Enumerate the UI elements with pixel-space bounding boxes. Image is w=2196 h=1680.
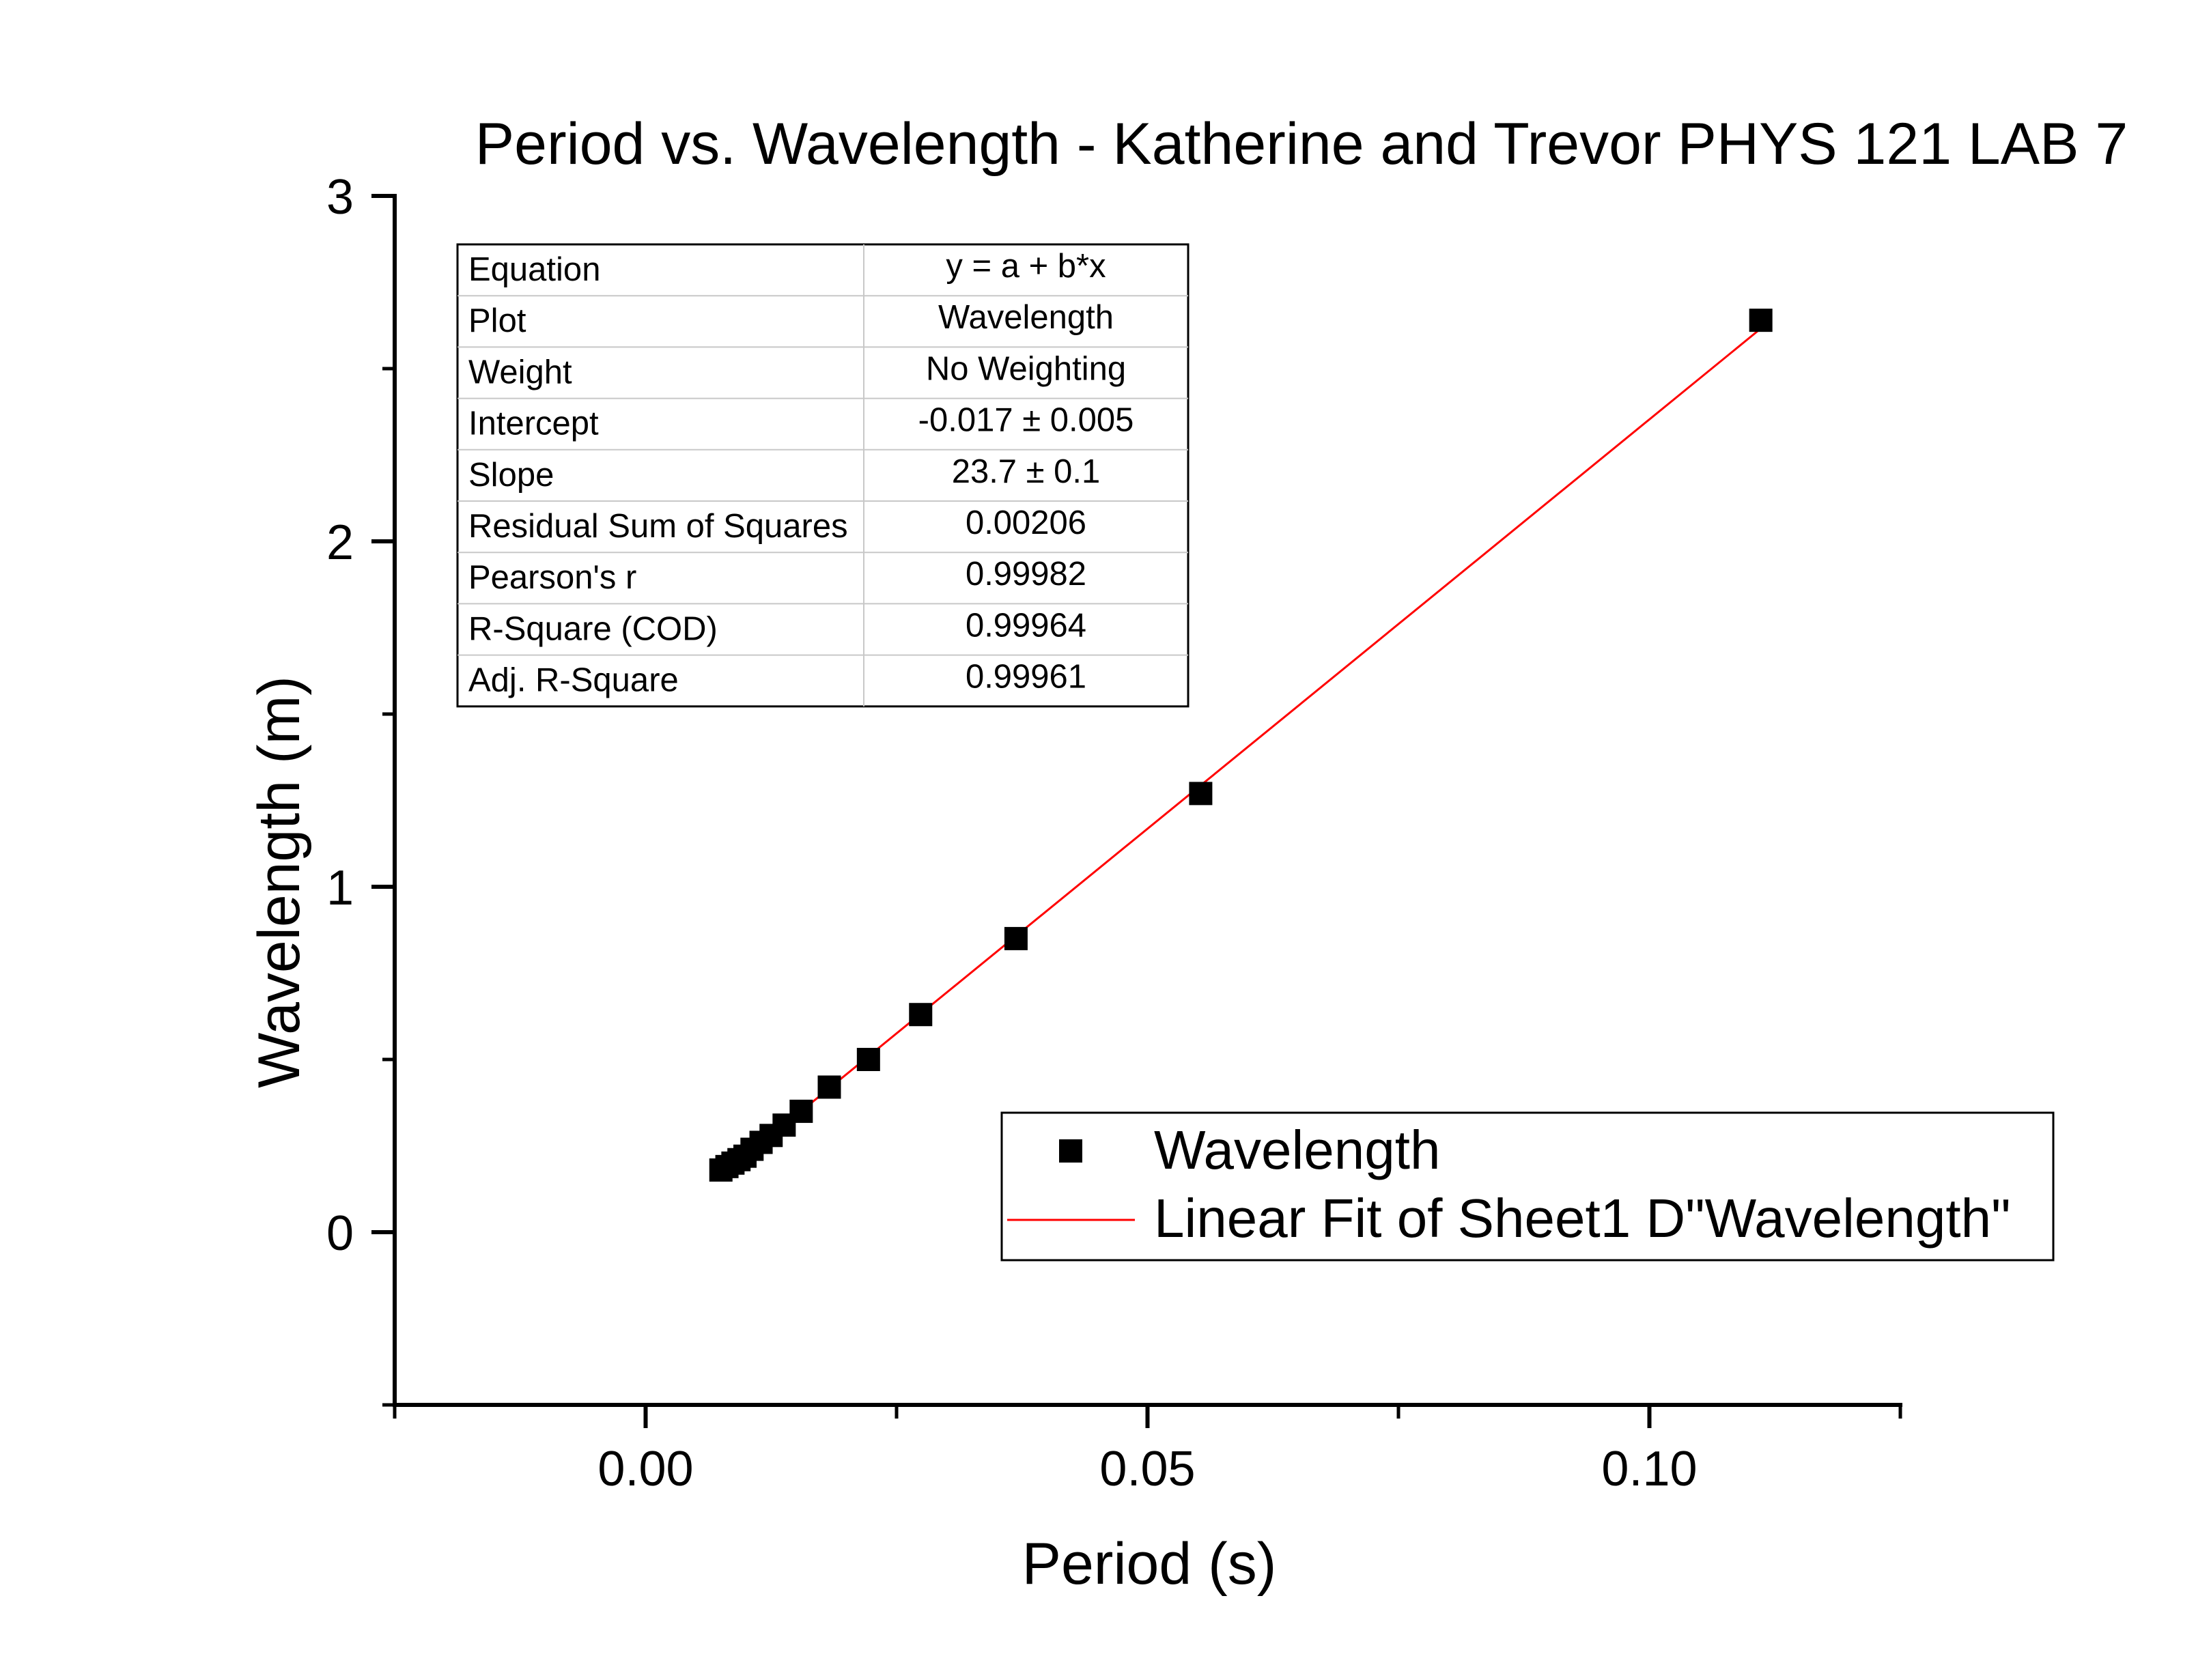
y-tick-label: 2 <box>326 515 354 570</box>
table-label-cell: Plot <box>468 302 526 339</box>
table-value-cell: 23.7 ± 0.1 <box>952 453 1101 490</box>
legend-label: Linear Fit of Sheet1 D"Wavelength" <box>1154 1188 2011 1249</box>
legend-frame <box>1000 1111 2055 1262</box>
axes: 0 1 2 3 0.00 0.05 0.10 <box>326 170 1902 1496</box>
x-tick-label: 0.00 <box>597 1442 693 1496</box>
table-value-cell: Wavelength <box>938 299 1114 336</box>
table-label-cell: Pearson's r <box>468 559 636 596</box>
table-value-cell: 0.99982 <box>966 556 1086 593</box>
legend-marker-wavelength <box>1059 1139 1082 1163</box>
data-point <box>789 1099 813 1123</box>
x-tick-label: 0.05 <box>1099 1442 1195 1496</box>
table-value-cell: No Weighting <box>926 350 1126 387</box>
legend: Wavelength Linear Fit of Sheet1 D"Wavelen… <box>1000 1111 2055 1262</box>
y-tick-label: 1 <box>326 861 354 915</box>
y-tick-label: 0 <box>326 1206 354 1261</box>
table-label-cell: Slope <box>468 457 554 494</box>
table-value-cell: 0.99964 <box>966 607 1086 644</box>
table-value-cell: 0.99961 <box>966 659 1086 696</box>
table-label-cell: Residual Sum of Squares <box>468 508 848 545</box>
data-point <box>1004 926 1028 950</box>
fit-statistics-table: Equation y = a + b*x Plot Wavelength Weight N… <box>456 243 1190 708</box>
fit-line <box>720 328 1762 1178</box>
y-tick-label: 3 <box>326 170 354 225</box>
data-point <box>856 1048 880 1071</box>
table-label-cell: R-Square (COD) <box>468 610 718 647</box>
table-value-cell: 0.00206 <box>966 504 1086 541</box>
x-axis-label: Period (s) <box>1022 1531 1277 1597</box>
table-label-cell: Weight <box>468 354 572 390</box>
table-frame <box>456 243 1190 708</box>
table-value-cell: -0.017 ± 0.005 <box>918 402 1134 439</box>
table-value-cell: y = a + b*x <box>946 248 1106 285</box>
legend-label: Wavelength <box>1154 1120 1441 1180</box>
y-axis-label: Wavelength (m) <box>247 676 312 1088</box>
data-points <box>709 309 1773 1182</box>
fit-line-layer <box>720 328 1762 1178</box>
table-label-cell: Equation <box>468 251 600 288</box>
chart-title: Period vs. Wavelength - Katherine and Tr… <box>475 111 2128 177</box>
data-point <box>1189 782 1213 806</box>
table-label-cell: Adj. R-Square <box>468 662 679 699</box>
data-point <box>817 1075 841 1099</box>
table-label-cell: Intercept <box>468 405 599 442</box>
x-tick-label: 0.10 <box>1601 1442 1697 1496</box>
data-point <box>909 1003 933 1027</box>
data-point <box>1749 309 1773 332</box>
